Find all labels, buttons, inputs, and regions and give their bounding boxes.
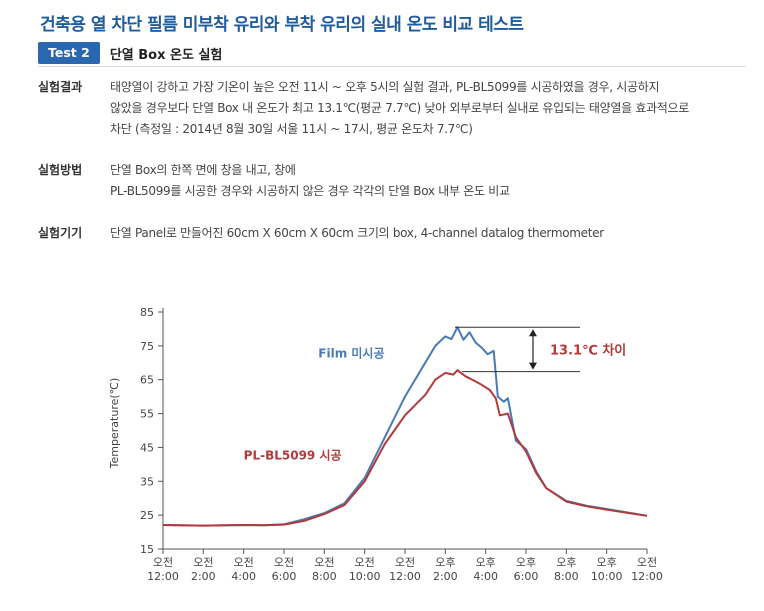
section-line: 단열 Box의 한쪽 면에 창을 내고, 창에: [110, 163, 296, 177]
series-line-2: [162, 369, 648, 527]
result-section: 실험결과 태양열이 강하고 가장 기온이 높은 오전 11시 ~ 오후 5시의 …: [38, 77, 689, 140]
x-tick-label-top: 오전: [395, 556, 415, 569]
x-tick-label-bottom: 4:00: [231, 570, 256, 583]
test-label: 단열 Box 온도 실험: [109, 47, 223, 63]
series-label-film: Film 미시공: [318, 346, 384, 361]
y-tick-label: 85: [140, 306, 154, 319]
x-tick-label-top: 오전: [355, 556, 375, 569]
x-tick-label-top: 오후: [597, 556, 617, 569]
x-tick-label-bottom: 4:00: [473, 570, 498, 583]
x-tick-label-bottom: 8:00: [312, 570, 337, 583]
section-line: PL-BL5099를 시공한 경우와 시공하지 않은 경우 각각의 단열 Box…: [110, 184, 510, 198]
y-tick-label: 25: [140, 509, 154, 522]
x-tick-label-bottom: 12:00: [147, 570, 179, 583]
arrow-up-icon: [529, 329, 537, 337]
section-line: 차단 (측정일 : 2014년 8월 30일 서울 11시 ~ 17시, 평균 …: [110, 122, 473, 136]
test-badge: Test 2: [38, 42, 100, 64]
annotations: 13.1℃ 차이 Film 미시공 PL-BL5099 시공: [244, 326, 626, 462]
section-line: 단열 Panel로 만들어진 60cm X 60cm X 60cm 크기의 bo…: [110, 226, 604, 240]
x-tick-label-bottom: 6:00: [514, 570, 539, 583]
method-section: 실험방법 단열 Box의 한쪽 면에 창을 내고, 창에 PL-BL5099를 …: [38, 160, 510, 202]
x-tick-label-top: 오후: [476, 556, 496, 569]
section-body: 단열 Panel로 만들어진 60cm X 60cm X 60cm 크기의 bo…: [110, 223, 604, 244]
x-tick-label-top: 오전: [153, 556, 173, 569]
x-tick-label-top: 오후: [556, 556, 576, 569]
x-tick-label-top: 오전: [193, 556, 213, 569]
y-tick-label: 15: [140, 543, 154, 556]
page-title: 건축용 열 차단 필름 미부착 유리와 부착 유리의 실내 온도 비교 테스트: [40, 15, 524, 35]
x-tick-label-bottom: 2:00: [433, 570, 458, 583]
y-axis: 15 25 35 45 55 65 75 85: [140, 306, 164, 556]
y-tick-label: 35: [140, 475, 154, 488]
section-line: 않았을 경우보다 단열 Box 내 온도가 최고 13.1℃(평균 7.7℃) …: [110, 101, 690, 115]
difference-label: 13.1℃ 차이: [550, 342, 626, 358]
test-header: Test 2 단열 Box 온도 실험: [38, 42, 222, 64]
section-heading: 실험방법: [38, 163, 83, 177]
x-tick-label-bottom: 12:00: [389, 570, 421, 583]
y-tick-label: 75: [140, 340, 154, 353]
section-body: 단열 Box의 한쪽 면에 창을 내고, 창에 PL-BL5099를 시공한 경…: [110, 160, 510, 202]
y-tick-label: 45: [140, 441, 154, 454]
x-tick-label-top: 오전: [274, 556, 294, 569]
section-line: 태양열이 강하고 가장 기온이 높은 오전 11시 ~ 오후 5시의 실험 결과…: [110, 80, 660, 94]
y-tick-label: 65: [140, 374, 154, 387]
section-heading: 실험기기: [38, 226, 83, 240]
section-body: 태양열이 강하고 가장 기온이 높은 오전 11시 ~ 오후 5시의 실험 결과…: [110, 77, 689, 140]
section-heading: 실험결과: [38, 80, 83, 94]
x-tick-label-bottom: 10:00: [591, 570, 623, 583]
series-label-pl: PL-BL5099 시공: [244, 448, 342, 462]
y-tick-label: 55: [140, 408, 154, 421]
equipment-section: 실험기기 단열 Panel로 만들어진 60cm X 60cm X 60cm 크…: [38, 223, 604, 244]
x-axis: 오전12:00오전2:00오전4:00오전6:00오전8:00오전10:00오전…: [147, 548, 663, 583]
series-lines: [162, 326, 648, 527]
x-tick-label-bottom: 6:00: [272, 570, 297, 583]
x-tick-label-top: 오전: [637, 556, 657, 569]
divider: [38, 66, 746, 67]
x-tick-label-top: 오전: [314, 556, 334, 569]
x-tick-label-bottom: 10:00: [349, 570, 381, 583]
x-tick-label-bottom: 12:00: [631, 570, 663, 583]
y-axis-label: Temperature(℃): [108, 378, 121, 470]
arrow-down-icon: [529, 362, 537, 370]
x-tick-label-top: 오전: [234, 556, 254, 569]
x-tick-label-bottom: 8:00: [554, 570, 579, 583]
x-tick-label-top: 오후: [435, 556, 455, 569]
x-tick-label-bottom: 2:00: [191, 570, 216, 583]
x-tick-label-top: 오후: [516, 556, 536, 569]
